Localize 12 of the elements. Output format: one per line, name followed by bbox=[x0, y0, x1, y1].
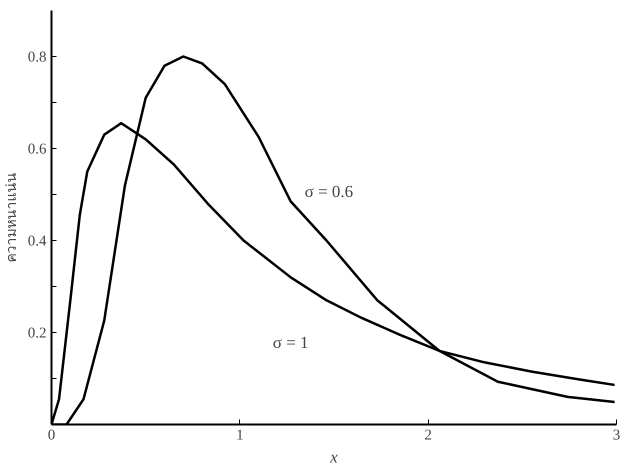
x-tick-label: 1 bbox=[236, 428, 244, 444]
x-tick-label: 3 bbox=[612, 428, 620, 444]
x-tick-label: 2 bbox=[424, 428, 432, 444]
x-tick-label: 0 bbox=[48, 428, 56, 444]
series-label: σ = 0.6 bbox=[304, 182, 354, 201]
x-axis-title: x bbox=[329, 448, 338, 466]
text: σ = 1 bbox=[272, 332, 309, 352]
y-axis-title: ความหนาแน่น bbox=[4, 172, 20, 262]
y-tick-label: 0.2 bbox=[28, 326, 46, 342]
y-tick-label: 0.6 bbox=[28, 142, 47, 158]
y-tick-label: 0.4 bbox=[28, 234, 47, 250]
y-tick-label: 0.8 bbox=[28, 50, 46, 66]
